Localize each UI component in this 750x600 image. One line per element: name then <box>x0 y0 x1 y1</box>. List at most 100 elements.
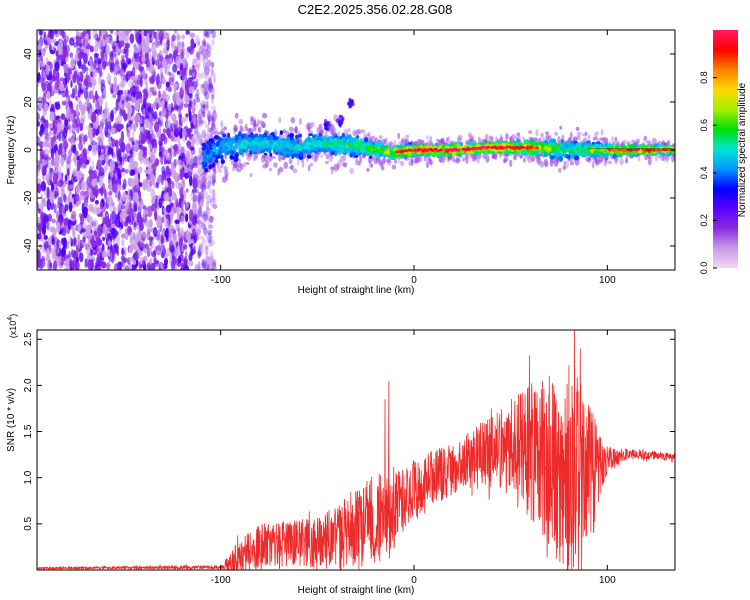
spectrogram-cell <box>379 163 384 168</box>
spectrogram-cell <box>162 148 167 159</box>
spectrogram-cell <box>366 168 370 172</box>
spectrogram-cell <box>162 107 167 117</box>
spectrogram-cell <box>203 223 207 231</box>
spectrogram-cell <box>64 221 68 229</box>
spectrogram-cell <box>116 125 123 130</box>
spectrogram-cell <box>535 129 539 137</box>
spectrogram-cell <box>399 160 405 167</box>
spectrogram-cell <box>289 165 294 170</box>
spectrogram-cell <box>141 260 146 266</box>
spectrogram-cell <box>212 188 216 201</box>
spectrogram-cell <box>212 203 218 210</box>
spectrogram-cell <box>192 177 198 190</box>
spectrogram-cell <box>70 80 73 88</box>
spectrogram-cell <box>211 116 215 128</box>
spectrogram-cell <box>70 57 76 69</box>
spectrogram-cell <box>210 105 216 111</box>
spectrogram-cell <box>211 261 216 270</box>
spectrogram-cell <box>130 169 136 176</box>
spectrogram-cell <box>150 187 156 198</box>
spectrogram-cell <box>134 205 138 212</box>
spectrogram-cell <box>143 91 148 101</box>
spectrogram-cell <box>172 63 178 73</box>
spectrogram-cell <box>183 264 190 270</box>
spectrogram-cell <box>204 89 208 96</box>
spectrogram-cell <box>250 117 254 122</box>
spectrogram-cell <box>70 197 75 203</box>
spectrogram-cell <box>208 84 213 89</box>
spectrogram-cell <box>201 235 205 248</box>
spectrogram-cell <box>370 163 374 168</box>
spectrogram-cell <box>499 153 502 158</box>
spectrogram-cell <box>101 243 105 253</box>
spectrogram-cell <box>68 122 72 134</box>
spectrogram-cell <box>484 133 489 142</box>
spectrogram-cell <box>78 42 83 48</box>
spectrogram-cell <box>46 247 50 259</box>
spectrogram-cell <box>77 170 82 180</box>
spectrogram-cell <box>197 113 203 125</box>
spectrogram-cell <box>185 188 189 193</box>
spectrogram-cell <box>115 116 118 125</box>
spectrogram-cell <box>292 168 298 173</box>
spectrogram-cell <box>122 74 128 81</box>
spectrogram-cell <box>119 213 125 218</box>
spectrogram-cell <box>637 157 641 162</box>
spectrogram-cell <box>204 66 210 76</box>
spectrogram-cell <box>141 36 144 48</box>
spectrogram-cell <box>130 244 133 252</box>
spectrogram-cell <box>113 206 116 212</box>
spectrogram-cell <box>151 41 156 47</box>
spectrogram-cell <box>37 183 42 194</box>
spectrogram-cell <box>158 40 163 46</box>
spectrogram-cell <box>198 196 204 208</box>
spectrogram-cell <box>79 194 85 200</box>
spectrogram-cell <box>197 215 201 228</box>
spectrogram-cell <box>205 62 209 67</box>
spectrogram-cell <box>122 30 127 40</box>
spectrogram-cell <box>202 111 206 118</box>
spectrogram-cell <box>167 103 172 112</box>
spectrogram-cell <box>82 236 86 243</box>
spectrogram-cell <box>156 216 160 229</box>
spectrogram-cell <box>196 97 201 103</box>
spectrogram-cell <box>129 236 133 245</box>
spectrogram-cell <box>614 136 618 143</box>
spectrogram-cell <box>75 103 79 115</box>
spectrogram-cell <box>144 169 150 175</box>
spectrogram-cell <box>208 75 213 80</box>
spectrogram-cell <box>47 61 52 66</box>
spectrogram-cell <box>127 126 132 131</box>
spectrogram-cell <box>216 165 221 171</box>
spectrogram-cell <box>166 168 172 174</box>
spectrogram-cell <box>81 228 86 233</box>
spectrogram-cell <box>119 155 123 164</box>
spectrogram-cell <box>308 133 313 137</box>
spectrogram-cell <box>576 135 581 141</box>
spectrogram-cell <box>360 129 366 133</box>
spectrogram-cell <box>111 251 115 264</box>
spectrogram-cell <box>49 111 55 122</box>
spectrogram-cell <box>139 182 143 187</box>
spectrogram-cell <box>129 86 136 93</box>
spectrogram-cell <box>51 236 55 245</box>
spectrogram-cell <box>205 30 210 39</box>
spectrogram-cell <box>121 249 126 255</box>
spectrogram-cell <box>192 228 196 237</box>
spectrogram-cell <box>160 199 164 205</box>
spectrogram-cell <box>205 264 210 270</box>
spectrogram-cell <box>97 247 103 257</box>
spectrogram-cell <box>543 158 548 167</box>
spectrogram-cell <box>131 141 135 146</box>
spectrogram-cell <box>64 88 69 99</box>
spectrogram-cell <box>123 257 129 263</box>
spectrogram-cell <box>37 60 40 68</box>
spectrogram-cell <box>46 91 51 100</box>
spectrogram-cell <box>175 158 180 165</box>
spectrogram-cell <box>201 182 207 194</box>
spectrogram-cell <box>196 112 202 122</box>
spectrogram-cell <box>197 62 200 69</box>
spectrogram-cell <box>248 128 254 134</box>
spectrogram-cell <box>117 90 121 103</box>
spectrogram-cell <box>107 196 114 206</box>
